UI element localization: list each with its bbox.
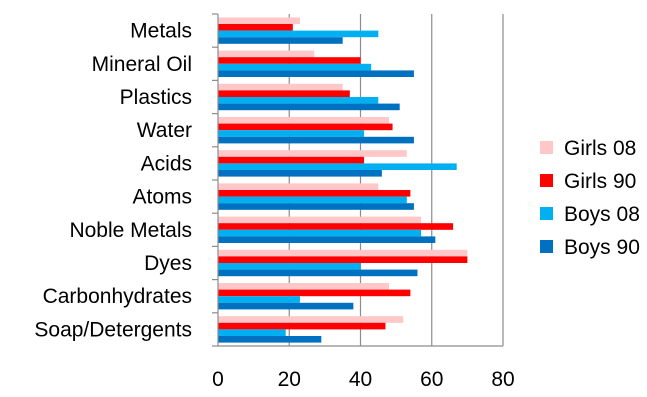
bar-dyes-girls-90	[218, 256, 468, 263]
bar-plastics-boys-08	[218, 97, 379, 104]
bar-mineral-oil-girls-08	[218, 50, 315, 58]
bar-mineral-oil-boys-08	[218, 63, 372, 71]
x-tick-label-60: 60	[420, 368, 443, 391]
legend-swatch-girls-08	[540, 141, 553, 154]
bar-noble-metals-girls-08	[218, 216, 422, 224]
bar-soap-detergents-girls-90	[218, 322, 386, 330]
bar-acids-boys-90	[218, 170, 382, 177]
category-label-atoms: Atoms	[132, 186, 192, 209]
legend-label-girls-08: Girls 08	[564, 137, 636, 160]
bar-plastics-girls-08	[218, 83, 343, 91]
bar-plastics-girls-90	[218, 90, 350, 97]
bar-metals-boys-90	[218, 37, 343, 44]
category-label-water: Water	[137, 119, 192, 142]
bar-water-boys-90	[218, 136, 414, 144]
bar-noble-metals-girls-90	[218, 223, 454, 230]
bar-metals-boys-08	[218, 30, 379, 38]
legend-swatch-boys-08	[540, 207, 553, 220]
category-label-dyes: Dyes	[144, 252, 192, 275]
legend-label-boys-08: Boys 08	[564, 203, 640, 226]
legend-label-girls-90: Girls 90	[564, 170, 636, 193]
bar-carbonhydrates-boys-08	[218, 296, 300, 303]
x-tick-labels: 0 20 40 60 80	[212, 368, 515, 391]
bar-atoms-girls-08	[218, 183, 379, 190]
bar-water-girls-08	[218, 117, 389, 124]
category-label-metals: Metals	[130, 20, 192, 43]
bar-metals-girls-90	[218, 24, 293, 31]
bar-soap-detergents-girls-08	[218, 316, 404, 323]
bar-acids-boys-08	[218, 163, 457, 170]
bar-dyes-boys-90	[218, 269, 418, 277]
legend-swatch-boys-90	[540, 240, 553, 253]
bar-water-girls-90	[218, 123, 393, 131]
category-label-noble-metals: Noble Metals	[69, 219, 192, 242]
bar-dyes-boys-08	[218, 263, 361, 270]
bar-acids-girls-90	[218, 156, 365, 164]
legend: Girls 08 Girls 90 Boys 08 Boys 90	[540, 137, 640, 259]
legend-swatch-girls-90	[540, 174, 553, 187]
bar-metals-girls-08	[218, 17, 300, 24]
bar-water-boys-08	[218, 130, 365, 137]
axes	[212, 13, 503, 347]
bar-mineral-oil-girls-90	[218, 57, 361, 64]
category-label-mineral-oil: Mineral Oil	[92, 53, 192, 76]
bar-atoms-girls-90	[218, 190, 411, 197]
x-tick-label-0: 0	[212, 368, 224, 391]
bars	[218, 17, 468, 343]
category-label-plastics: Plastics	[120, 86, 192, 109]
category-label-soap-detergents: Soap/Detergents	[34, 318, 192, 341]
x-tick-label-40: 40	[349, 368, 372, 391]
bar-carbonhydrates-girls-08	[218, 283, 389, 290]
category-label-acids: Acids	[141, 152, 192, 175]
bar-noble-metals-boys-90	[218, 236, 436, 243]
bar-dyes-girls-08	[218, 249, 468, 257]
bar-soap-detergents-boys-08	[218, 329, 286, 336]
bar-atoms-boys-90	[218, 203, 414, 210]
bar-mineral-oil-boys-90	[218, 70, 414, 77]
bar-carbonhydrates-boys-90	[218, 302, 354, 310]
x-tick-label-80: 80	[491, 368, 514, 391]
category-labels: Metals Mineral Oil Plastics Water Acids Atoms…	[34, 20, 192, 342]
bar-acids-girls-08	[218, 150, 407, 157]
bar-carbonhydrates-girls-90	[218, 289, 411, 297]
bar-plastics-boys-90	[218, 103, 400, 111]
bar-atoms-boys-08	[218, 196, 407, 204]
legend-label-boys-90: Boys 90	[564, 236, 640, 259]
category-label-carbonhydrates: Carbonhydrates	[43, 285, 192, 308]
bar-noble-metals-boys-08	[218, 229, 422, 237]
x-tick-label-20: 20	[278, 368, 301, 391]
bar-soap-detergents-boys-90	[218, 336, 322, 343]
